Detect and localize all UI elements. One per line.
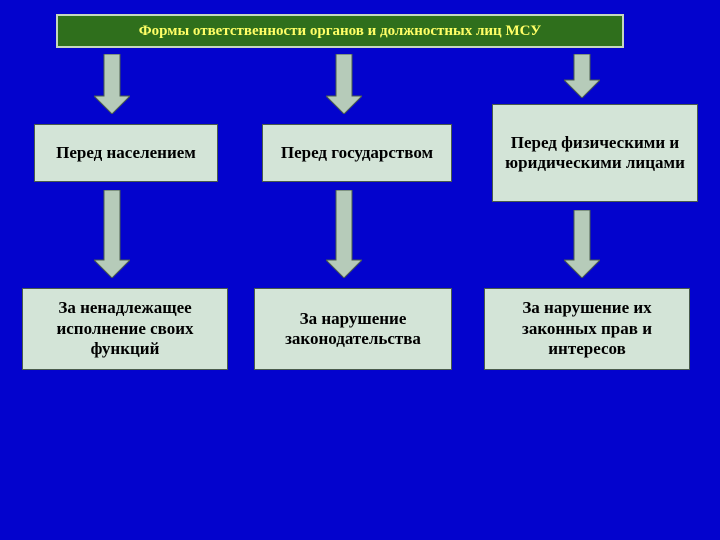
node-for-law-violation: За нарушение законодательства xyxy=(254,288,452,370)
arrow-down-icon xyxy=(326,190,362,278)
node-before-persons: Перед физическими и юридическими лицами xyxy=(492,104,698,202)
slide-canvas: Формы ответственности органов и должност… xyxy=(0,0,720,540)
node-for-rights-violation: За нарушение их законных прав и интересо… xyxy=(484,288,690,370)
arrow-down-icon xyxy=(326,54,362,114)
arrow-down-icon xyxy=(94,54,130,114)
arrow-down-icon xyxy=(564,54,600,98)
node-before-population: Перед населением xyxy=(34,124,218,182)
diagram-title: Формы ответственности органов и должност… xyxy=(56,14,624,48)
arrow-down-icon xyxy=(94,190,130,278)
node-before-state: Перед государством xyxy=(262,124,452,182)
arrow-down-icon xyxy=(564,210,600,278)
node-for-improper-duties: За ненадлежащее исполнение своих функций xyxy=(22,288,228,370)
